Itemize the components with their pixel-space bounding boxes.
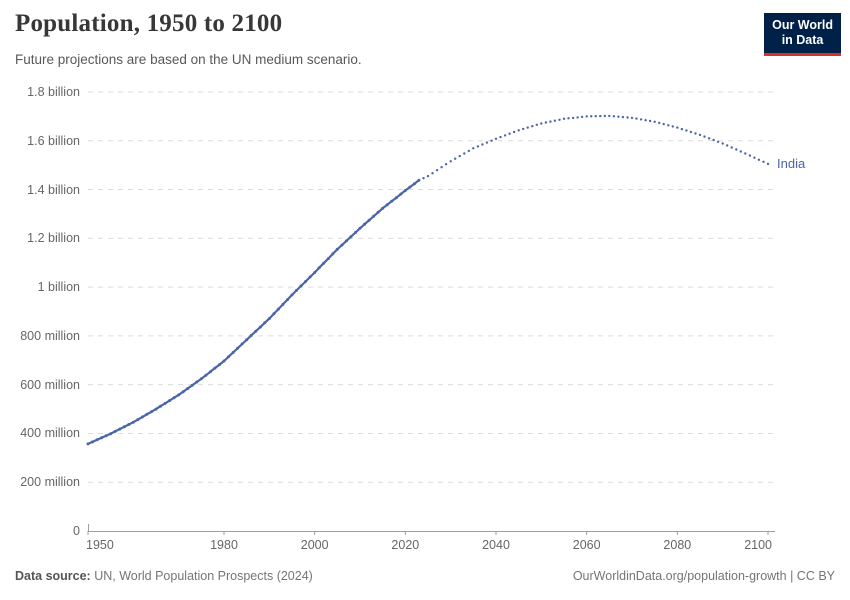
owid-logo[interactable]: Our World in Data	[764, 13, 841, 56]
x-tick-label: 2000	[300, 538, 329, 552]
data-source-label: Data source:	[15, 569, 91, 583]
chart-footer: Data source: UN, World Population Prospe…	[15, 569, 835, 583]
owid-logo-line2: in Data	[781, 33, 824, 48]
y-tick-label: 200 million	[20, 475, 80, 490]
data-source-note: Data source: UN, World Population Prospe…	[15, 569, 313, 583]
x-tick-label: 2040	[482, 538, 510, 552]
y-tick-label: 1.6 billion	[27, 133, 80, 148]
x-tick-label: 2020	[391, 538, 420, 552]
x-tick-label: 2080	[663, 538, 692, 552]
y-tick-label: 1 billion	[37, 280, 80, 295]
x-tick-label: 1980	[210, 538, 238, 552]
y-tick-label: 1.4 billion	[27, 182, 80, 197]
y-tick-label: 1.8 billion	[27, 85, 80, 99]
data-source-text: UN, World Population Prospects (2024)	[90, 569, 313, 583]
credit-link[interactable]: OurWorldinData.org/population-growth | C…	[572, 569, 835, 583]
y-tick-label: 1.2 billion	[27, 231, 80, 246]
page-title: Population, 1950 to 2100	[15, 10, 283, 37]
owid-logo-line1: Our World	[772, 18, 833, 32]
series-label-india[interactable]: India	[777, 155, 806, 171]
y-tick-label: 800 million	[20, 328, 80, 343]
y-tick-label: 600 million	[20, 377, 80, 392]
x-tick-label: 2060	[572, 538, 601, 552]
y-tick-label: 400 million	[20, 426, 80, 441]
chart-subtitle: Future projections are based on the UN m…	[15, 52, 362, 67]
x-tick-label: 2100	[744, 538, 772, 552]
x-tick-label: 1950	[86, 538, 114, 552]
y-tick-label: 0	[73, 524, 80, 538]
